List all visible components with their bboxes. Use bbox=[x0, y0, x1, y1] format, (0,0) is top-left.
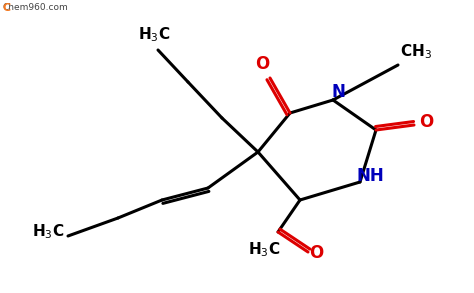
Text: H$_3$C: H$_3$C bbox=[32, 223, 64, 241]
Text: H$_3$C: H$_3$C bbox=[138, 26, 170, 44]
Text: O: O bbox=[255, 55, 269, 73]
Text: H$_3$C: H$_3$C bbox=[248, 241, 280, 259]
Text: C: C bbox=[3, 3, 11, 13]
Text: O: O bbox=[309, 244, 323, 262]
Text: N: N bbox=[331, 83, 345, 101]
Text: CH$_3$: CH$_3$ bbox=[400, 43, 432, 61]
Text: NH: NH bbox=[356, 167, 384, 185]
Text: Chem960.com: Chem960.com bbox=[3, 3, 69, 12]
Text: O: O bbox=[419, 113, 433, 131]
